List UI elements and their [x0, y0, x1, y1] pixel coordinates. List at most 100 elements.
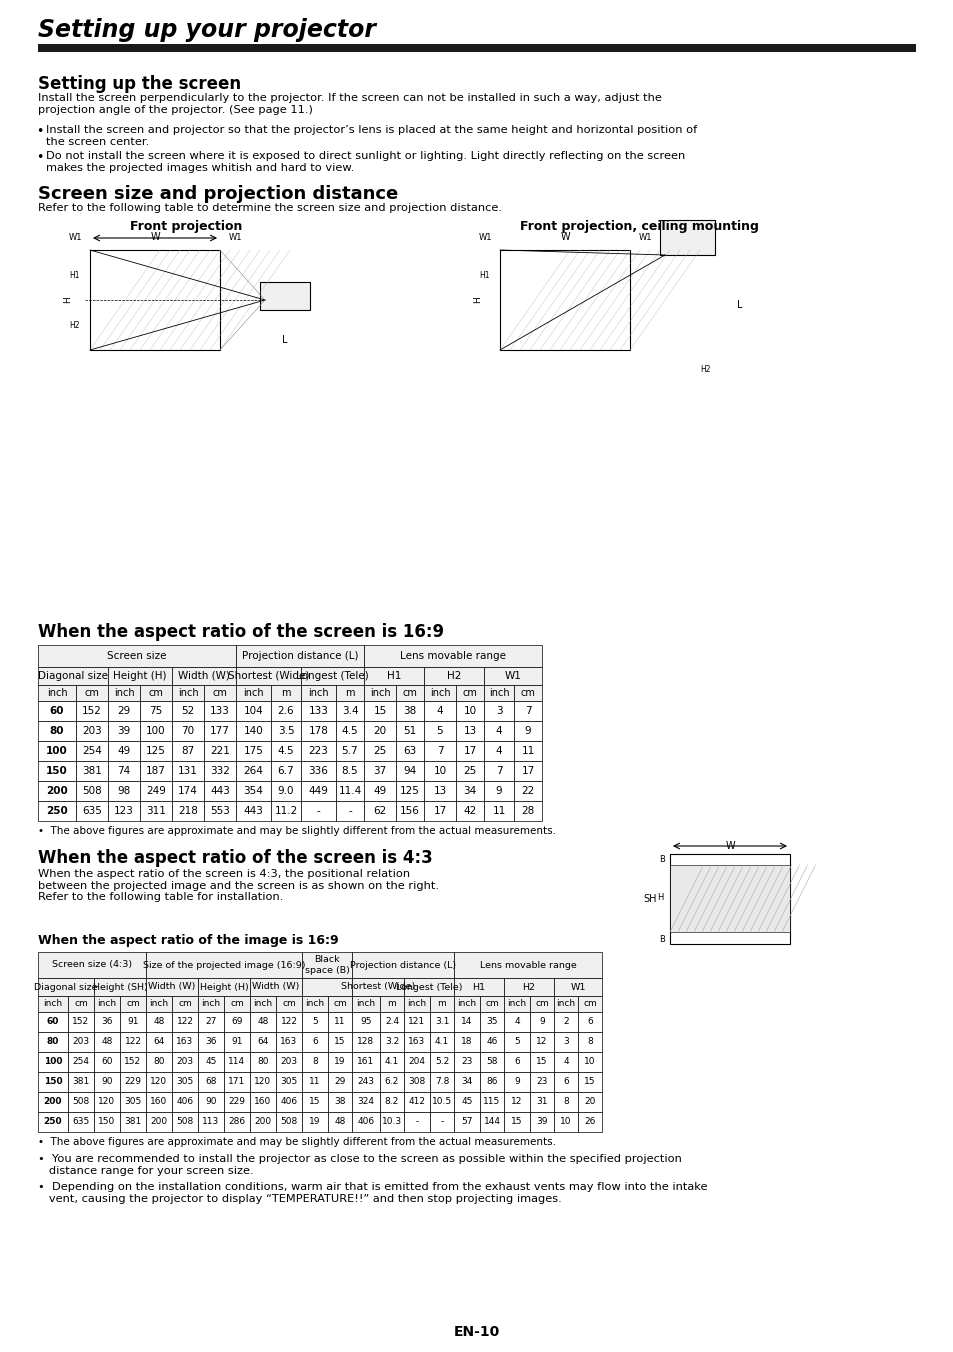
Text: inch: inch: [456, 999, 476, 1009]
Bar: [379, 1111, 403, 1132]
Text: inch: inch: [243, 688, 264, 698]
Text: 508: 508: [176, 1118, 193, 1126]
Text: 10: 10: [583, 1057, 595, 1067]
Bar: [302, 1092, 328, 1111]
Bar: [108, 761, 140, 781]
Bar: [302, 952, 352, 977]
Text: 7.8: 7.8: [435, 1078, 449, 1087]
Text: 60: 60: [101, 1057, 112, 1067]
Text: 4: 4: [436, 706, 443, 717]
Text: •  The above figures are approximate and may be slightly different from the actu: • The above figures are approximate and …: [38, 1137, 556, 1146]
Text: 5: 5: [514, 1037, 519, 1046]
Bar: [328, 1032, 352, 1052]
Text: 6: 6: [562, 1078, 568, 1087]
Text: W1: W1: [477, 233, 491, 242]
Text: 94: 94: [403, 767, 416, 776]
Bar: [454, 996, 479, 1013]
Text: inch: inch: [370, 688, 390, 698]
Bar: [454, 1092, 479, 1111]
Bar: [250, 1072, 275, 1092]
Text: H2: H2: [446, 671, 460, 681]
Bar: [146, 977, 198, 996]
Text: 125: 125: [399, 786, 419, 796]
Bar: [275, 1052, 302, 1072]
Bar: [90, 250, 220, 350]
Text: 122: 122: [125, 1037, 141, 1046]
Text: 3.2: 3.2: [384, 1037, 398, 1046]
Text: 203: 203: [280, 1057, 297, 1067]
Text: 60: 60: [47, 1018, 59, 1026]
Bar: [423, 685, 456, 700]
Text: 11: 11: [521, 746, 534, 756]
Text: 68: 68: [205, 1078, 216, 1087]
Text: H1: H1: [472, 983, 485, 991]
Bar: [198, 996, 224, 1013]
Bar: [335, 800, 364, 821]
Text: inch: inch: [177, 688, 198, 698]
Text: 11: 11: [492, 806, 505, 817]
Bar: [108, 700, 140, 721]
Text: W1: W1: [69, 233, 82, 242]
Text: 9.0: 9.0: [277, 786, 294, 796]
Bar: [250, 1013, 275, 1032]
Text: 100: 100: [146, 726, 166, 735]
Text: 200: 200: [46, 786, 68, 796]
Bar: [68, 1111, 94, 1132]
Bar: [379, 996, 403, 1013]
Bar: [146, 996, 172, 1013]
Bar: [204, 781, 235, 800]
Text: 122: 122: [280, 1018, 297, 1026]
Text: 64: 64: [153, 1037, 165, 1046]
Text: 8: 8: [562, 1098, 568, 1106]
Bar: [172, 996, 198, 1013]
Bar: [140, 721, 172, 741]
Bar: [76, 741, 108, 761]
Bar: [403, 1013, 430, 1032]
Text: 25: 25: [373, 746, 386, 756]
Text: When the aspect ratio of the screen is 4:3, the positional relation
between the : When the aspect ratio of the screen is 4…: [38, 869, 438, 902]
Bar: [335, 700, 364, 721]
Bar: [172, 685, 204, 700]
Text: 13: 13: [433, 786, 446, 796]
Text: 140: 140: [243, 726, 263, 735]
Text: 332: 332: [210, 767, 230, 776]
Text: 39: 39: [536, 1118, 547, 1126]
Text: 305: 305: [176, 1078, 193, 1087]
Bar: [146, 1032, 172, 1052]
Text: 152: 152: [72, 1018, 90, 1026]
Text: 6.7: 6.7: [277, 767, 294, 776]
Bar: [514, 721, 541, 741]
Text: 34: 34: [463, 786, 476, 796]
Text: 80: 80: [153, 1057, 165, 1067]
Bar: [198, 1013, 224, 1032]
Text: 123: 123: [114, 806, 133, 817]
Text: inch: inch: [429, 688, 450, 698]
Text: 156: 156: [399, 806, 419, 817]
Text: inch: inch: [201, 999, 220, 1009]
Text: 38: 38: [403, 706, 416, 717]
Bar: [456, 781, 483, 800]
Text: -: -: [415, 1118, 418, 1126]
Text: 128: 128: [357, 1037, 375, 1046]
Bar: [430, 1092, 454, 1111]
Text: 25: 25: [463, 767, 476, 776]
Bar: [38, 1111, 68, 1132]
Text: 120: 120: [151, 1078, 168, 1087]
Bar: [120, 1013, 146, 1032]
Bar: [578, 1013, 601, 1032]
Bar: [198, 1111, 224, 1132]
Text: 14: 14: [461, 1018, 472, 1026]
Text: H2: H2: [700, 365, 710, 375]
Bar: [335, 781, 364, 800]
Text: 308: 308: [408, 1078, 425, 1087]
Bar: [503, 977, 554, 996]
Text: 324: 324: [357, 1098, 375, 1106]
Bar: [456, 761, 483, 781]
Bar: [224, 1072, 250, 1092]
Bar: [172, 781, 204, 800]
Bar: [328, 1013, 352, 1032]
Text: 15: 15: [373, 706, 386, 717]
Bar: [430, 1032, 454, 1052]
Bar: [364, 781, 395, 800]
Text: 305: 305: [280, 1078, 297, 1087]
